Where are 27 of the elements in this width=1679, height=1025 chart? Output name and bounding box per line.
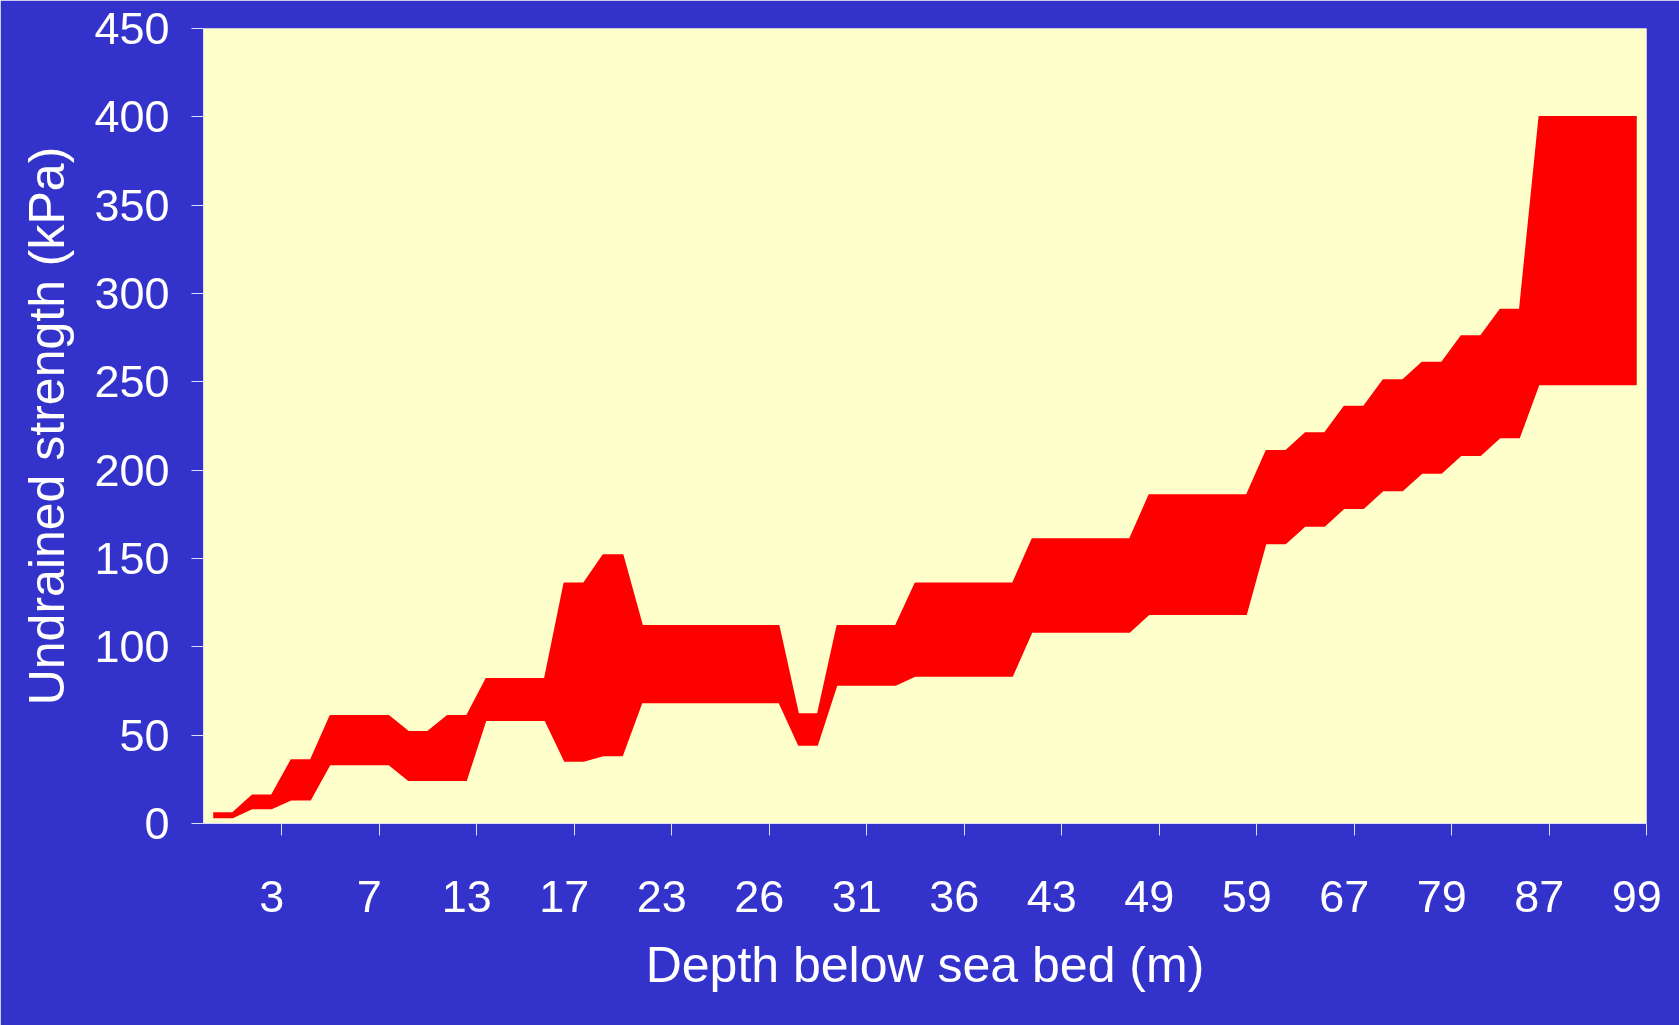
y-tick-label: 200 (94, 444, 170, 496)
x-tick-label: 13 (441, 870, 492, 922)
y-tick-label: 450 (94, 3, 170, 54)
y-tick-label: 250 (94, 356, 170, 408)
x-tick-label: 99 (1611, 870, 1662, 922)
x-tick-label: 3 (259, 870, 285, 922)
y-tick-label: 300 (94, 268, 170, 319)
x-tick-label: 59 (1221, 870, 1272, 922)
y-tick-label: 400 (94, 91, 170, 143)
x-tick-label: 23 (636, 870, 687, 922)
x-tick-label: 7 (356, 870, 382, 922)
x-tick-label: 26 (734, 870, 785, 922)
y-tick-label: 350 (94, 179, 170, 231)
y-tick-label: 100 (94, 621, 170, 673)
x-tick-label: 31 (831, 870, 882, 922)
x-tick-label: 79 (1416, 870, 1467, 922)
x-tick-label: 17 (539, 870, 590, 922)
x-tick-label: 36 (929, 870, 980, 922)
x-tick-label: 67 (1319, 870, 1370, 922)
x-tick-label: 87 (1514, 870, 1565, 922)
x-axis-title: Depth below sea bed (m) (645, 936, 1205, 993)
y-tick-label: 150 (94, 533, 170, 584)
y-tick-label: 50 (119, 709, 170, 761)
y-axis-title: Undrained strength (kPa) (19, 146, 76, 706)
y-tick-label: 0 (144, 798, 170, 849)
x-tick-label: 43 (1026, 870, 1077, 922)
x-tick-label: 49 (1124, 870, 1175, 922)
